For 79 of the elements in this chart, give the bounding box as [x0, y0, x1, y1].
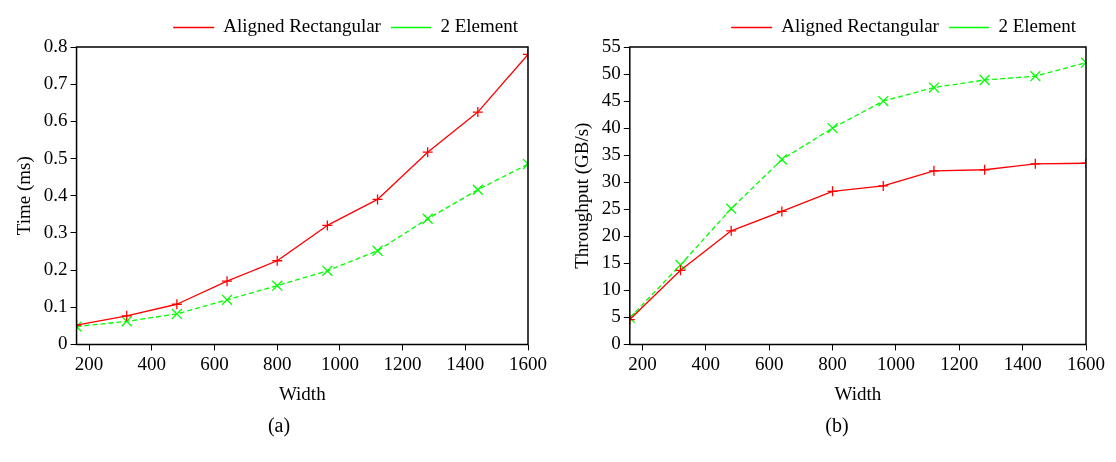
point: [979, 74, 991, 86]
y-tick-label: 0.6: [43, 109, 68, 131]
point: [171, 308, 183, 320]
y-axis-title: Throughput (GB/s): [571, 122, 594, 269]
legend-label: Aligned Rectangular: [781, 15, 940, 37]
point: [877, 180, 889, 192]
x-tick-label: 1000: [320, 352, 359, 374]
point: [221, 294, 233, 306]
x-tick-label: 200: [74, 352, 104, 374]
y-tick-label: 0.8: [43, 34, 68, 56]
y-tick-label: 30: [601, 170, 621, 192]
text: (a): [266, 414, 292, 437]
point: [422, 213, 434, 225]
legend-label: 2 Element: [440, 15, 519, 37]
y-tick-label: 0.5: [43, 146, 68, 168]
x-tick-label: 600: [200, 352, 229, 374]
point: [271, 255, 283, 267]
y-tick-label: 45: [601, 89, 621, 111]
y-tick-label: 0.1: [43, 295, 68, 317]
x-tick-label: 400: [137, 352, 167, 374]
point: [422, 146, 434, 158]
x-tick-label: 800: [818, 352, 847, 374]
x-tick-label: 1200: [940, 352, 979, 374]
point: [271, 280, 283, 292]
point: [826, 185, 839, 198]
legend-label: Aligned Rectangular: [223, 15, 382, 37]
point: [928, 165, 940, 177]
x-tick-label: 200: [628, 352, 657, 374]
y-tick-label: 55: [601, 34, 621, 56]
x-tick-label: 1000: [876, 352, 915, 374]
point: [1029, 158, 1041, 170]
point: [371, 245, 384, 257]
y-tick-label: 10: [601, 278, 621, 300]
x-axis-title: Width: [278, 382, 327, 404]
point: [725, 225, 737, 237]
y-tick-label: 50: [601, 62, 621, 84]
y-tick-label: 0.7: [43, 72, 68, 94]
point: [121, 315, 133, 327]
point: [674, 259, 687, 271]
x-tick-label: 800: [262, 352, 292, 374]
y-tick-label: 5: [611, 305, 621, 327]
x-tick-label: 1400: [446, 352, 485, 374]
point: [472, 184, 484, 196]
point: [674, 264, 687, 276]
y-tick-label: 0: [611, 332, 621, 354]
x-tick-label: 600: [754, 352, 784, 374]
point: [776, 153, 788, 166]
x-tick-label: 1200: [383, 352, 422, 374]
y-tick-label: 0.3: [43, 220, 68, 242]
y-tick-label: 15: [601, 251, 621, 273]
point: [776, 205, 788, 218]
point: [725, 203, 737, 215]
y-tick-label: 0.2: [43, 258, 68, 280]
y-tick-label: 0.4: [43, 183, 69, 205]
x-tick-label: 400: [691, 352, 721, 374]
point: [928, 81, 940, 94]
point: [978, 164, 991, 176]
x-axis-title: Width: [834, 382, 882, 404]
point: [321, 219, 334, 232]
point: [121, 310, 133, 322]
point: [877, 95, 889, 107]
y-tick-label: 35: [601, 143, 621, 165]
y-tick-label: 25: [601, 197, 621, 219]
point: [472, 106, 484, 118]
y-tick-label: 40: [601, 116, 621, 138]
point: [371, 193, 384, 206]
y-axis-title: Time (ms): [13, 156, 36, 236]
legend-label: 2 Element: [998, 15, 1077, 37]
point: [321, 265, 333, 277]
x-tick-label: 1600: [1067, 352, 1105, 374]
x-tick-label: 1400: [1003, 352, 1042, 374]
x-tick-label: 1600: [509, 352, 547, 374]
y-tick-label: 20: [601, 224, 621, 246]
point: [171, 298, 183, 310]
text: (b): [824, 414, 850, 437]
point: [826, 122, 839, 134]
point: [1029, 70, 1041, 82]
y-tick-label: 0: [58, 332, 68, 354]
point: [221, 275, 233, 287]
